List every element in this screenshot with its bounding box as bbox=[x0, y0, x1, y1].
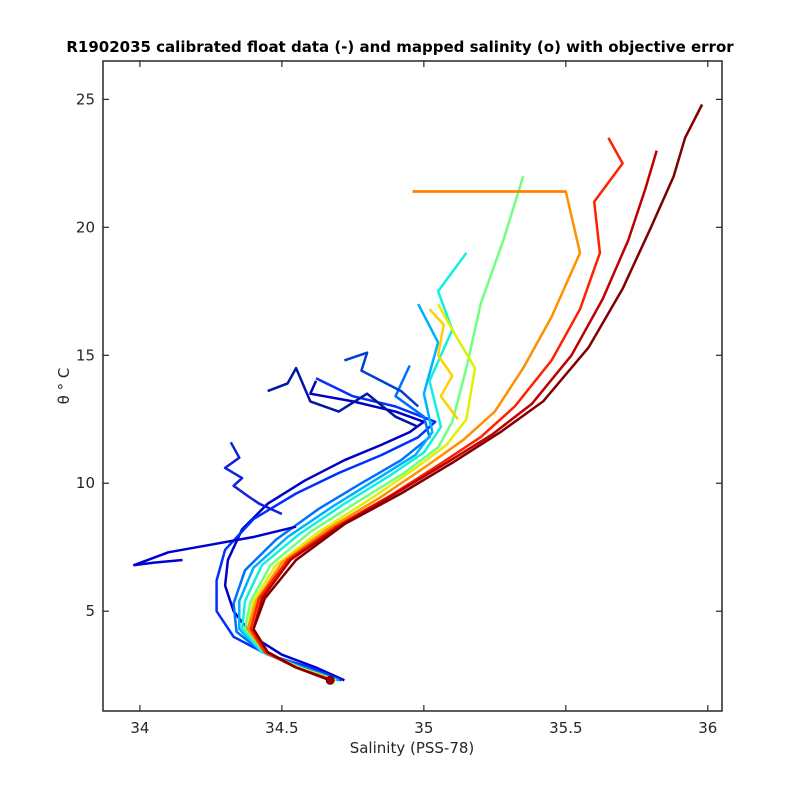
y-tick-label: 25 bbox=[76, 90, 95, 108]
profile-line-13 bbox=[223, 441, 283, 516]
profile-line-5 bbox=[240, 252, 468, 682]
profile-line-12 bbox=[132, 525, 297, 567]
x-tick-label: 34 bbox=[130, 719, 149, 737]
profile-line-8 bbox=[246, 190, 582, 682]
y-tick-label: 10 bbox=[76, 474, 95, 492]
profile-line-15 bbox=[343, 351, 420, 408]
profile-line-2 bbox=[215, 377, 437, 682]
chart-title: R1902035 calibrated float data (-) and m… bbox=[66, 38, 734, 56]
profile-line-4 bbox=[238, 303, 440, 682]
series-layer bbox=[132, 103, 704, 685]
axes-layer: 34 34.5 35 35.5 36 5 10 15 20 25 bbox=[76, 60, 723, 737]
x-tick-label: 35 bbox=[414, 719, 433, 737]
profile-line-9 bbox=[249, 137, 624, 682]
profile-line-14 bbox=[267, 366, 419, 429]
profile-line-11 bbox=[252, 103, 704, 682]
mapped-salinity-marker bbox=[325, 675, 335, 685]
y-axis-label: θ ° C bbox=[55, 368, 73, 405]
y-tick-label: 5 bbox=[85, 602, 95, 620]
x-tick-label: 34.5 bbox=[265, 719, 298, 737]
x-tick-label: 35.5 bbox=[549, 719, 582, 737]
y-tick-label: 15 bbox=[76, 346, 95, 364]
profile-line-6 bbox=[243, 175, 525, 682]
plot-frame bbox=[102, 60, 723, 712]
x-tick-label: 36 bbox=[698, 719, 717, 737]
x-axis-label: Salinity (PSS-78) bbox=[350, 739, 475, 757]
y-tick-label: 20 bbox=[76, 218, 95, 236]
profile-line-17 bbox=[428, 308, 459, 421]
